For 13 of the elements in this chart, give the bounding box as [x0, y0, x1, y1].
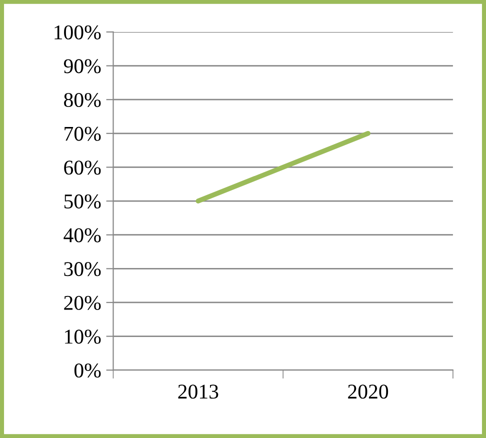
y-tick-label: 60% — [64, 160, 101, 175]
x-tick-label: 2020 — [348, 384, 388, 399]
y-tick-label: 70% — [64, 126, 101, 141]
y-tick-label: 90% — [64, 59, 101, 74]
y-tick-label: 50% — [64, 194, 101, 209]
y-tick-label: 100% — [54, 25, 101, 40]
y-tick-label: 40% — [64, 228, 101, 242]
y-tick-label: 20% — [64, 296, 101, 310]
y-tick-label: 30% — [64, 262, 101, 276]
x-tick-label: 2013 — [178, 384, 218, 399]
y-tick-label: 10% — [65, 330, 101, 344]
y-tick-label: 80% — [64, 92, 101, 108]
y-tick-label: 0% — [74, 363, 101, 378]
